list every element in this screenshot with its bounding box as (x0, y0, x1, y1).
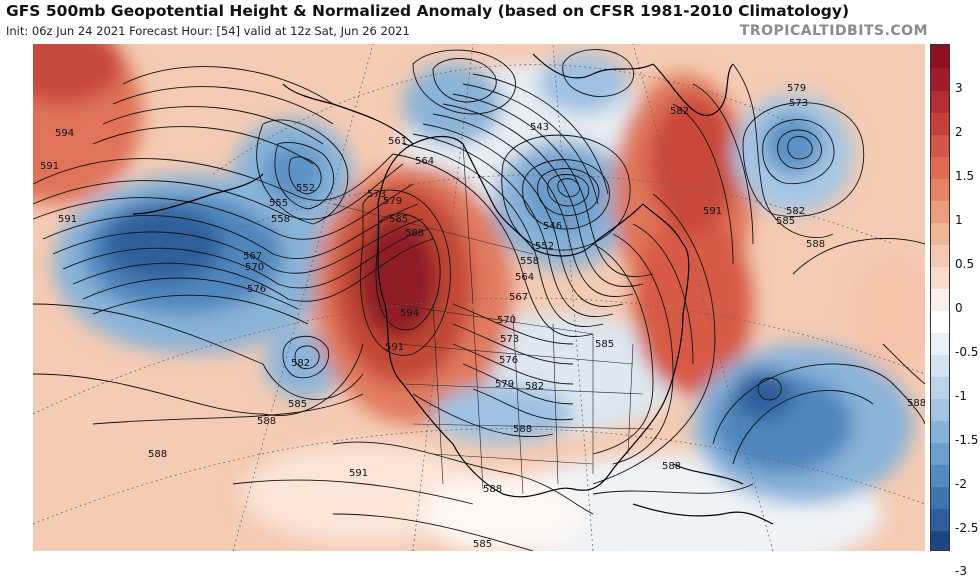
contour-label: 582 (670, 106, 689, 117)
contour-label: 546 (543, 221, 562, 232)
colorbar-tick-label: 3 (955, 81, 963, 95)
colorbar-tick-label: 0.5 (955, 257, 975, 271)
colorbar-band (931, 443, 949, 465)
contour-label: 576 (247, 284, 266, 295)
brand-watermark: TROPICALTIDBITS.COM (739, 23, 928, 39)
colorbar-tick-label: -3 (955, 564, 967, 578)
contour-label: 585 (595, 339, 614, 350)
colorbar-band (931, 223, 949, 245)
anomaly-shading (33, 44, 925, 551)
contour-label: 543 (530, 122, 549, 133)
contour-label: 579 (383, 196, 402, 207)
colorbar-band (931, 509, 949, 531)
forecast-info: Init: 06z Jun 24 2021 Forecast Hour: [54… (6, 24, 410, 38)
contour-label: 594 (400, 308, 419, 319)
contour-label: 552 (535, 241, 554, 252)
colorbar-band (931, 333, 949, 355)
colorbar-band (931, 377, 949, 399)
contour-label: 588 (907, 398, 925, 409)
colorbar-band (931, 311, 949, 333)
colorbar-tick-label: 0 (955, 301, 963, 315)
colorbar-band (931, 68, 949, 91)
contour-label: 588 (662, 461, 681, 472)
colorbar-band (931, 91, 949, 113)
colorbar-tick-label: -0.5 (955, 345, 979, 359)
coastlines (132, 53, 774, 525)
contour-label: 558 (271, 214, 290, 225)
contour-label: 570 (497, 315, 516, 326)
colorbar (930, 44, 950, 551)
colorbar-band (931, 399, 949, 421)
colorbar-band (931, 201, 949, 223)
contour-label: 591 (385, 342, 404, 353)
contour-label: 564 (415, 156, 434, 167)
anomaly-map: 594 591 561 564 552 555 558 567 570 576 … (33, 44, 925, 551)
colorbar-band (931, 531, 949, 550)
contour-label: 591 (703, 206, 722, 217)
colorbar-band (931, 289, 949, 311)
contour-label: 567 (509, 292, 528, 303)
colorbar-band (931, 113, 949, 135)
contour-label: 591 (349, 468, 368, 479)
contour-label: 561 (388, 136, 407, 147)
contour-label: 585 (288, 399, 307, 410)
contour-label: 591 (40, 161, 59, 172)
contour-label: 564 (515, 272, 534, 283)
contour-label: 588 (483, 484, 502, 495)
contour-label: 573 (789, 98, 808, 109)
map-title: GFS 500mb Geopotential Height & Normaliz… (6, 2, 850, 20)
contour-label: 588 (148, 449, 167, 460)
contour-label: 585 (776, 216, 795, 227)
colorbar-band (931, 245, 949, 267)
contour-label: 588 (405, 228, 424, 239)
colorbar-tick-label: -2 (955, 477, 967, 491)
colorbar-tick-label: -1 (955, 389, 967, 403)
colorbar-band (931, 487, 949, 509)
colorbar-band (931, 179, 949, 201)
colorbar-band (931, 45, 949, 68)
colorbar-band (931, 465, 949, 487)
contour-label: 588 (806, 239, 825, 250)
contour-label: 558 (520, 256, 539, 267)
contour-label: 582 (291, 358, 310, 369)
contour-label: 570 (245, 262, 264, 273)
colorbar-band (931, 135, 949, 157)
height-contours (33, 49, 925, 551)
contour-label: 573 (500, 334, 519, 345)
contour-label: 588 (257, 416, 276, 427)
colorbar-band (931, 355, 949, 377)
contour-label: 585 (389, 214, 408, 225)
colorbar-tick-label: 1 (955, 213, 963, 227)
state-borders (332, 143, 654, 495)
contour-label: 588 (513, 424, 532, 435)
colorbar-tick-label: -2.5 (955, 521, 979, 535)
contour-label: 582 (786, 206, 805, 217)
colorbar-band (931, 267, 949, 289)
graticule (33, 44, 925, 551)
colorbar-band (931, 157, 949, 179)
contour-label: 579 (495, 379, 514, 390)
contour-label: 591 (58, 214, 77, 225)
contour-label-layer: 594 591 561 564 552 555 558 567 570 576 … (40, 83, 925, 550)
contour-label: 573 (367, 189, 386, 200)
contour-label: 567 (243, 251, 262, 262)
colorbar-tick-label: 1.5 (955, 169, 975, 183)
colorbar-band (931, 421, 949, 443)
contour-label: 579 (787, 83, 806, 94)
contour-label: 585 (473, 539, 492, 550)
colorbar-tick-label: 2 (955, 125, 963, 139)
contour-label: 552 (296, 183, 315, 194)
contour-label: 576 (499, 355, 518, 366)
contour-label: 555 (269, 198, 288, 209)
contour-label: 594 (55, 128, 74, 139)
colorbar-tick-label: -1.5 (955, 433, 979, 447)
contour-label: 582 (525, 381, 544, 392)
colorbar-labels: 3 2 1.5 1 0.5 0 -0.5 -1 -1.5 -2 -2.5 -3 (955, 44, 980, 578)
